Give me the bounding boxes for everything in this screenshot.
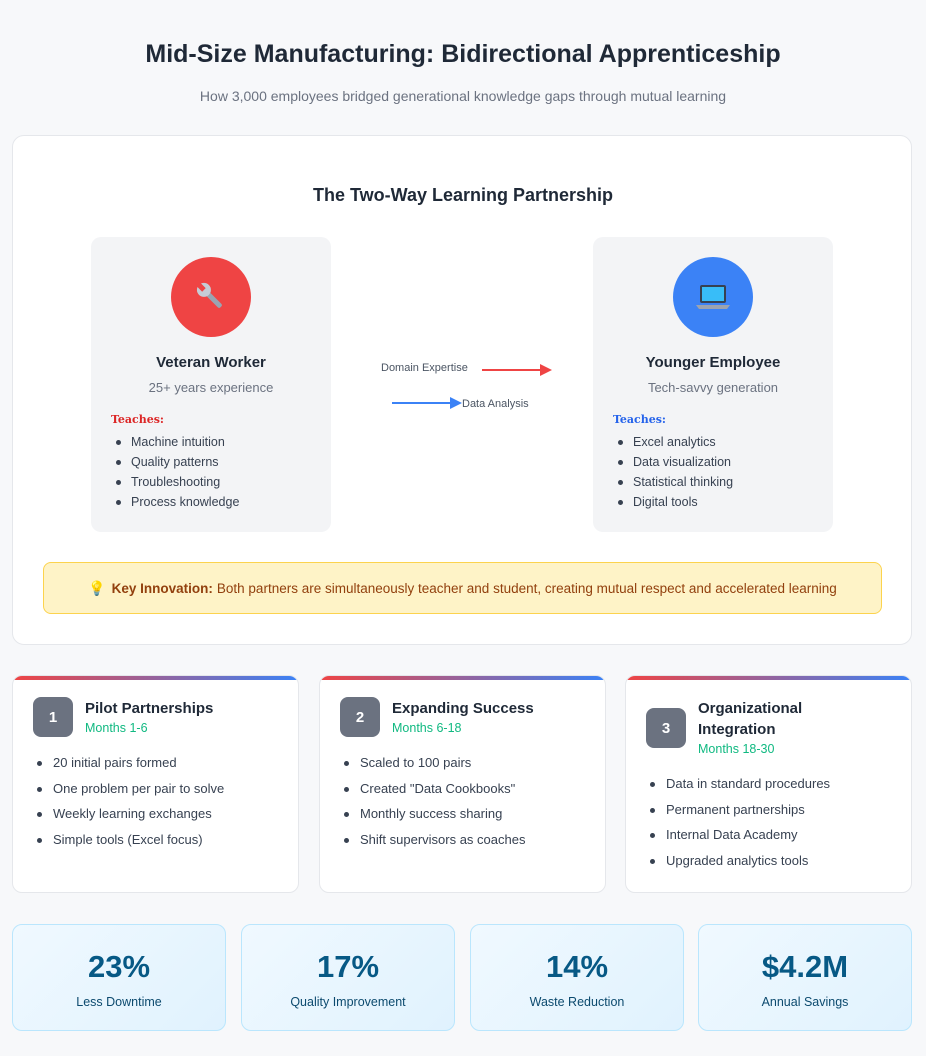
list-item: 20 initial pairs formed (33, 753, 224, 779)
phase-accent-bar (13, 676, 298, 680)
stat-card-downtime: 23% Less Downtime (12, 924, 226, 1031)
innovation-text: Both partners are simultaneously teacher… (216, 580, 837, 596)
wrench-icon (171, 257, 251, 337)
list-item: Digital tools (613, 492, 733, 512)
stat-label: Annual Savings (761, 995, 849, 1009)
stat-card-savings: $4.2M Annual Savings (698, 924, 912, 1031)
veteran-worker-card: Veteran Worker 25+ years experience Teac… (91, 237, 331, 532)
list-item: Monthly success sharing (340, 804, 525, 830)
phase-card-1: 1 Pilot Partnerships Months 1-6 20 initi… (12, 675, 299, 893)
veteran-teaches-label: Teaches: (111, 413, 164, 426)
list-item: Statistical thinking (613, 472, 733, 492)
phase-list: Scaled to 100 pairs Created "Data Cookbo… (340, 753, 525, 855)
page-subtitle: How 3,000 employees bridged generational… (199, 88, 727, 104)
list-item: Permanent partnerships (646, 800, 830, 826)
lightbulb-icon: 💡 (88, 579, 106, 596)
list-item: Weekly learning exchanges (33, 804, 224, 830)
list-item: Process knowledge (111, 492, 239, 512)
innovation-label: Key Innovation: (111, 580, 213, 596)
laptop-icon (673, 257, 753, 337)
phase-months: Months 6-18 (392, 721, 462, 735)
phase-number-badge: 2 (340, 697, 380, 737)
list-item: Data in standard procedures (646, 774, 830, 800)
partnership-title: The Two-Way Learning Partnership (312, 185, 614, 205)
stat-value: $4.2M (761, 949, 849, 984)
phase-title: Organizational Integration (698, 700, 803, 738)
stat-value: 17% (316, 949, 380, 984)
veteran-name: Veteran Worker (156, 354, 266, 371)
younger-teaches-label: Teaches: (613, 413, 666, 426)
phase-card-3: 3 Organizational Integration Months 18-3… (625, 675, 912, 893)
phase-number-badge: 3 (646, 708, 686, 748)
younger-generation: Tech-savvy generation (647, 380, 779, 395)
list-item: Simple tools (Excel focus) (33, 830, 224, 856)
stat-value: 23% (87, 949, 151, 984)
veteran-teach-list: Machine intuition Quality patterns Troub… (111, 432, 239, 512)
phase-months: Months 1-6 (85, 721, 148, 735)
stat-label: Waste Reduction (529, 995, 625, 1009)
page-title: Mid-Size Manufacturing: Bidirectional Ap… (145, 40, 781, 68)
phase-list: 20 initial pairs formed One problem per … (33, 753, 224, 855)
phase-accent-bar (320, 676, 605, 680)
list-item: Data visualization (613, 452, 733, 472)
arrow-right-icon (482, 364, 552, 376)
list-item: Excel analytics (613, 432, 733, 452)
stat-label: Less Downtime (76, 995, 162, 1009)
list-item: Machine intuition (111, 432, 239, 452)
phase-title: Pilot Partnerships (85, 700, 214, 717)
phase-card-2: 2 Expanding Success Months 6-18 Scaled t… (319, 675, 606, 893)
data-analysis-label: Data Analysis (462, 398, 529, 410)
arrow-right-icon (392, 397, 462, 409)
partnership-card: The Two-Way Learning Partnership Veteran… (12, 135, 912, 645)
veteran-experience: 25+ years experience (148, 380, 274, 395)
phase-list: Data in standard procedures Permanent pa… (646, 774, 830, 876)
stat-label: Quality Improvement (290, 995, 406, 1009)
list-item: Scaled to 100 pairs (340, 753, 525, 779)
phase-number-badge: 1 (33, 697, 73, 737)
phase-title: Expanding Success (392, 700, 534, 717)
key-innovation-callout: 💡 Key Innovation: Both partners are simu… (43, 562, 882, 614)
stat-value: 14% (545, 949, 609, 984)
list-item: Shift supervisors as coaches (340, 830, 525, 856)
list-item: Troubleshooting (111, 472, 239, 492)
younger-employee-card: Younger Employee Tech-savvy generation T… (593, 237, 833, 532)
list-item: One problem per pair to solve (33, 779, 224, 805)
younger-teach-list: Excel analytics Data visualization Stati… (613, 432, 733, 512)
list-item: Internal Data Academy (646, 825, 830, 851)
stat-card-waste: 14% Waste Reduction (470, 924, 684, 1031)
younger-name: Younger Employee (645, 354, 781, 371)
stat-card-quality: 17% Quality Improvement (241, 924, 455, 1031)
phase-accent-bar (626, 676, 911, 680)
phase-months: Months 18-30 (698, 742, 775, 756)
list-item: Quality patterns (111, 452, 239, 472)
list-item: Created "Data Cookbooks" (340, 779, 525, 805)
domain-expertise-label: Domain Expertise (381, 362, 468, 374)
list-item: Upgraded analytics tools (646, 851, 830, 877)
